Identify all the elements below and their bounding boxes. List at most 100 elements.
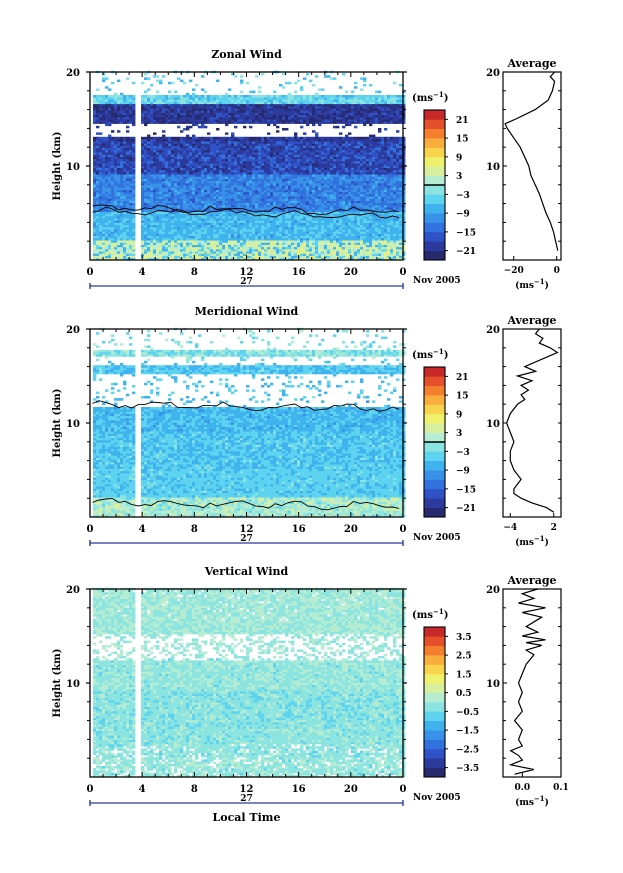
- heatmap-cell: [204, 216, 207, 219]
- heatmap-cell: [282, 240, 285, 243]
- heatmap-cell: [117, 157, 120, 160]
- heatmap-cell: [123, 165, 126, 168]
- heatmap-cell: [324, 181, 327, 184]
- heatmap-cell: [258, 249, 261, 252]
- heatmap-cell: [246, 223, 249, 226]
- heatmap-cell: [249, 234, 252, 237]
- heatmap-cell: [393, 251, 396, 254]
- heatmap-cell: [126, 251, 129, 254]
- heatmap-cell: [204, 185, 207, 188]
- heatmap-cell: [267, 240, 270, 243]
- heatmap-cell: [198, 176, 201, 179]
- heatmap-cell: [234, 159, 237, 162]
- heatmap-cell: [333, 163, 336, 166]
- heatmap-cell: [279, 192, 282, 195]
- heatmap-cell: [108, 256, 111, 259]
- heatmap-cell: [270, 190, 273, 193]
- heatmap-cell: [312, 251, 315, 254]
- heatmap-cell: [96, 172, 99, 175]
- heatmap-cell: [336, 176, 339, 179]
- heatmap-cell: [390, 203, 393, 206]
- heatmap-cell: [375, 192, 378, 195]
- heatmap-cell: [174, 205, 177, 208]
- heatmap-cell: [360, 234, 363, 237]
- heatmap-cell: [177, 187, 180, 190]
- heatmap-cell: [96, 220, 99, 223]
- heatmap-cell: [345, 242, 348, 245]
- heatmap-cell: [321, 218, 324, 221]
- heatmap-cell: [159, 168, 162, 171]
- heatmap-cell: [156, 236, 159, 239]
- heatmap-cell: [378, 183, 381, 186]
- heatmap-cell: [192, 227, 195, 230]
- heatmap-cell: [141, 165, 144, 168]
- heatmap-cell: [183, 194, 186, 197]
- heatmap-cell: [381, 165, 384, 168]
- heatmap-cell: [159, 253, 162, 256]
- heatmap-cell: [222, 185, 225, 188]
- heatmap-cell: [252, 247, 255, 250]
- heatmap-cell: [180, 170, 183, 173]
- heatmap-cell: [369, 238, 372, 241]
- heatmap-cell: [318, 154, 321, 157]
- heatmap-cell: [198, 183, 201, 186]
- heatmap-cell: [312, 185, 315, 188]
- heatmap-cell: [282, 251, 285, 254]
- heatmap-cell: [324, 223, 327, 226]
- heatmap-cell: [339, 251, 342, 254]
- heatmap-cell: [144, 216, 147, 219]
- heatmap-cell: [117, 159, 120, 162]
- heatmap-cell: [192, 190, 195, 193]
- heatmap-cell: [210, 183, 213, 186]
- heatmap-cell: [366, 227, 369, 230]
- heatmap-cell: [195, 234, 198, 237]
- heatmap-cell: [345, 192, 348, 195]
- heatmap-cell: [312, 161, 315, 164]
- heatmap-cell: [147, 234, 150, 237]
- heatmap-cell: [276, 196, 279, 199]
- heatmap-cell: [390, 154, 393, 157]
- heatmap-cell: [315, 187, 318, 190]
- heatmap-cell: [330, 229, 333, 232]
- heatmap-cell: [384, 225, 387, 228]
- heatmap-cell: [228, 190, 231, 193]
- heatmap-cell: [162, 223, 165, 226]
- heatmap-cell: [321, 165, 324, 168]
- heatmap-cell: [270, 245, 273, 248]
- heatmap-cell: [141, 152, 144, 155]
- heatmap-cell: [396, 242, 399, 245]
- heatmap-cell: [99, 192, 102, 195]
- heatmap-cell: [141, 231, 144, 234]
- heatmap-cell: [153, 216, 156, 219]
- heatmap-cell: [231, 214, 234, 217]
- heatmap-cell: [252, 157, 255, 160]
- heatmap-cell: [345, 172, 348, 175]
- heatmap-cell: [375, 247, 378, 250]
- heatmap-cell: [300, 238, 303, 241]
- heatmap-cell: [348, 212, 351, 215]
- heatmap-cell: [228, 174, 231, 177]
- heatmap-cell: [381, 203, 384, 206]
- heatmap-cell: [180, 249, 183, 252]
- heatmap-cell: [231, 220, 234, 223]
- heatmap-cell: [198, 172, 201, 175]
- heatmap-cell: [252, 234, 255, 237]
- heatmap-cell: [384, 157, 387, 160]
- heatmap-cell: [225, 251, 228, 254]
- heatmap-cell: [162, 170, 165, 173]
- heatmap-cell: [393, 157, 396, 160]
- heatmap-cell: [195, 168, 198, 171]
- heatmap-cell: [201, 216, 204, 219]
- heatmap-cell: [267, 163, 270, 166]
- heatmap-cell: [102, 253, 105, 256]
- heatmap-cell: [297, 227, 300, 230]
- heatmap-cell: [120, 220, 123, 223]
- heatmap-cell: [366, 176, 369, 179]
- heatmap-cell: [264, 198, 267, 201]
- heatmap-cell: [390, 205, 393, 208]
- heatmap-cell: [132, 163, 135, 166]
- heatmap-cell: [177, 225, 180, 228]
- heatmap-cell: [207, 165, 210, 168]
- heatmap-cell: [300, 170, 303, 173]
- heatmap-cell: [207, 181, 210, 184]
